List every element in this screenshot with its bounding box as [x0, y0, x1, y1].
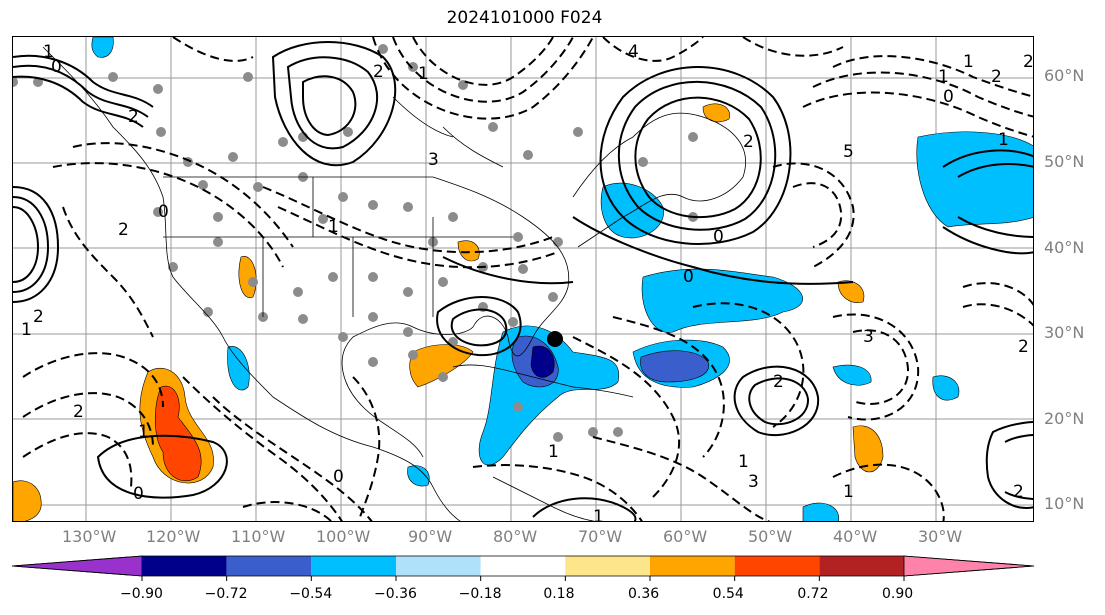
contour-label: 0 — [158, 202, 169, 222]
contour-label: 1 — [938, 67, 949, 87]
contour-label: 2 — [1023, 52, 1034, 72]
colorbar-extend-high — [903, 555, 1035, 577]
storm-center-marker — [547, 331, 563, 347]
contour-label: 1 — [963, 52, 974, 72]
lat-label-60n: 60°N — [1044, 66, 1085, 85]
contour-label: 2 — [373, 62, 384, 82]
lat-label-10n: 10°N — [1044, 494, 1085, 513]
dashed-contours — [22, 37, 1033, 521]
contour-label: 1 — [43, 42, 54, 62]
lon-label-120w: 120°W — [146, 527, 201, 546]
map-title: 2024101000 F024 — [446, 8, 603, 28]
lat-label-40n: 40°N — [1044, 238, 1085, 257]
lon-label-80w: 80°W — [493, 527, 538, 546]
colorbar-tick-label: 0.90 — [882, 586, 914, 602]
contour-label: 0 — [133, 484, 144, 504]
colorbar-tick-label: 0.72 — [797, 586, 829, 602]
lon-label-90w: 90°W — [408, 527, 453, 546]
colorbar-extend-low — [11, 555, 143, 577]
colorbar-tick-label: 0.18 — [543, 586, 575, 602]
contour-label: 2 — [991, 67, 1002, 87]
contour-label: 1 — [328, 217, 339, 237]
contour-label: 3 — [428, 150, 439, 170]
contour-label: 1 — [418, 64, 429, 84]
lon-label-100w: 100°W — [316, 527, 371, 546]
contour-label: 0 — [333, 467, 344, 487]
contour-label: 2 — [73, 402, 84, 422]
lat-label-20n: 20°N — [1044, 409, 1085, 428]
solid-contours — [13, 41, 1033, 521]
contour-label: 4 — [628, 42, 639, 62]
colorbar-tick-label: 0.36 — [628, 586, 660, 602]
contour-label: 2 — [773, 372, 784, 392]
contour-label: 2 — [1013, 482, 1024, 502]
colorbar-segment — [819, 556, 904, 576]
coastlines — [42, 46, 746, 521]
colorbar-segment — [650, 556, 735, 576]
colorbar-segment — [142, 556, 227, 576]
contour-label: 2 — [118, 220, 129, 240]
contour-label: 1 — [21, 320, 32, 340]
contour-label: 0 — [943, 87, 954, 107]
lon-label-110w: 110°W — [231, 527, 286, 546]
contour-labels: 1 2 0 2 1 3 1 2 1 0 1 2 5 1 1 0 2 1 2 0 … — [21, 42, 1034, 522]
colorbar-segment — [565, 556, 650, 576]
colorbar-tick-label: −0.54 — [289, 586, 333, 602]
contour-label: 2 — [128, 107, 139, 127]
colorbar-segment — [734, 556, 820, 576]
colorbar-tick-label: −0.18 — [458, 586, 502, 602]
contour-label: 1 — [998, 130, 1009, 150]
contour-label: 1 — [593, 507, 604, 522]
contour-label: 1 — [138, 422, 149, 442]
colorbar-tick-label: −0.36 — [374, 586, 417, 602]
map-panel: 1 2 0 2 1 3 1 2 1 0 1 2 5 1 1 0 2 1 2 0 … — [12, 36, 1034, 522]
contour-label: 0 — [713, 227, 724, 247]
contour-label: 2 — [743, 132, 754, 152]
contour-label: 2 — [1018, 337, 1029, 357]
colorbar-tick-label: −0.90 — [120, 586, 163, 602]
lon-label-50w: 50°W — [748, 527, 793, 546]
colorbar-tick-label: −0.72 — [204, 586, 248, 602]
contour-label: 5 — [843, 142, 854, 162]
contour-label: 3 — [863, 327, 874, 347]
filled-anomalies — [13, 37, 1033, 521]
colorbar-segment — [396, 556, 481, 576]
contour-label: 0 — [683, 267, 694, 287]
contour-label: 1 — [738, 452, 749, 472]
contour-label: 3 — [748, 472, 759, 492]
lon-label-40w: 40°W — [833, 527, 878, 546]
lon-label-130w: 130°W — [62, 527, 117, 546]
colorbar-segment — [311, 556, 396, 576]
contour-label: 2 — [33, 307, 44, 327]
contour-label: 0 — [51, 57, 62, 77]
contour-label: 1 — [548, 442, 559, 462]
lon-label-60w: 60°W — [663, 527, 708, 546]
lon-label-70w: 70°W — [578, 527, 623, 546]
colorbar-tick-label: 0.54 — [712, 586, 744, 602]
map-canvas: 1 2 0 2 1 3 1 2 1 0 1 2 5 1 1 0 2 1 2 0 … — [13, 37, 1034, 522]
colorbar-segment — [226, 556, 312, 576]
lat-label-50n: 50°N — [1044, 152, 1085, 171]
lat-label-30n: 30°N — [1044, 323, 1085, 342]
colorbar-outline — [11, 555, 1035, 577]
colorbar-segment — [480, 556, 566, 576]
lon-label-30w: 30°W — [918, 527, 963, 546]
contour-label: 1 — [843, 482, 854, 502]
